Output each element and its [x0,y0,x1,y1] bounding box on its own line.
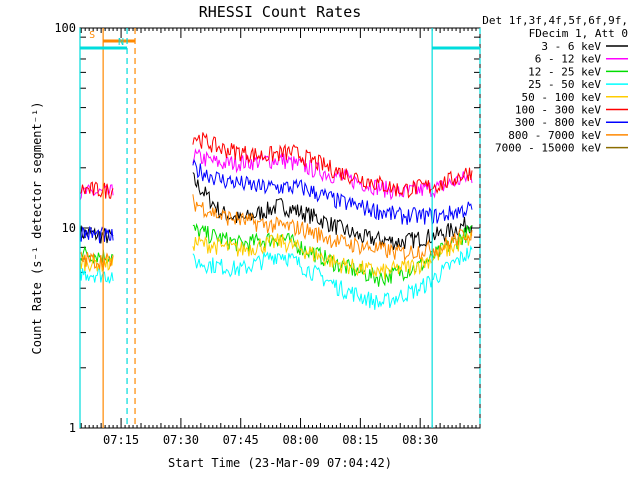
legend-label: 300 - 800 keV [515,116,601,129]
series-line-5 [79,181,114,199]
x-tick-label: 07:45 [223,433,259,447]
legend-label: 25 - 50 keV [528,78,601,91]
y-axis-label: Count Rate (s⁻¹ detector segment⁻¹) [30,102,44,355]
legend-header-line-2: FDecim 1, Att 0 [529,27,628,40]
legend-label: 100 - 300 keV [515,104,601,117]
x-tick-label: 07:15 [103,433,139,447]
series-line-6 [192,158,473,226]
series-line-2 [192,222,473,287]
series-lines [79,132,473,310]
legend-label: 50 - 100 keV [522,91,602,104]
legend-label: 3 - 6 keV [541,40,601,53]
marker-label: S [89,30,95,41]
legend: Det 1f,3f,4f,5f,6f,9f, FDecim 1, Att 0 3… [482,14,628,155]
series-line-6 [79,225,114,244]
series-line-7 [192,194,473,262]
time-markers: SN [79,28,481,428]
legend-label: 7000 - 15000 keV [495,142,601,155]
series-line-3 [192,244,473,310]
x-axis: 07:15 07:30 07:45 08:00 08:15 08:30 [80,28,477,447]
marker-label: N [118,37,124,48]
series-line-4 [192,231,473,280]
y-tick-label: 100 [54,21,76,35]
series-line-5 [192,132,473,199]
chart-title: RHESSI Count Rates [199,3,362,21]
series-line-7 [79,251,114,271]
series-line-3 [79,265,114,284]
series-line-1 [192,148,473,201]
legend-label: 12 - 25 keV [528,65,601,78]
legend-label: 800 - 7000 keV [508,129,601,142]
x-tick-label: 08:15 [342,433,378,447]
plot-frame [79,27,481,429]
legend-label: 6 - 12 keV [535,53,602,66]
x-tick-label: 08:00 [282,433,318,447]
x-axis-label: Start Time (23-Mar-09 07:04:42) [168,456,392,470]
x-tick-label: 07:30 [163,433,199,447]
x-tick-label: 08:30 [402,433,438,447]
y-tick-label: 10 [62,221,76,235]
y-tick-label: 1 [69,421,76,435]
series-line-0 [192,172,473,251]
legend-header-line-1: Det 1f,3f,4f,5f,6f,9f, [482,14,628,27]
